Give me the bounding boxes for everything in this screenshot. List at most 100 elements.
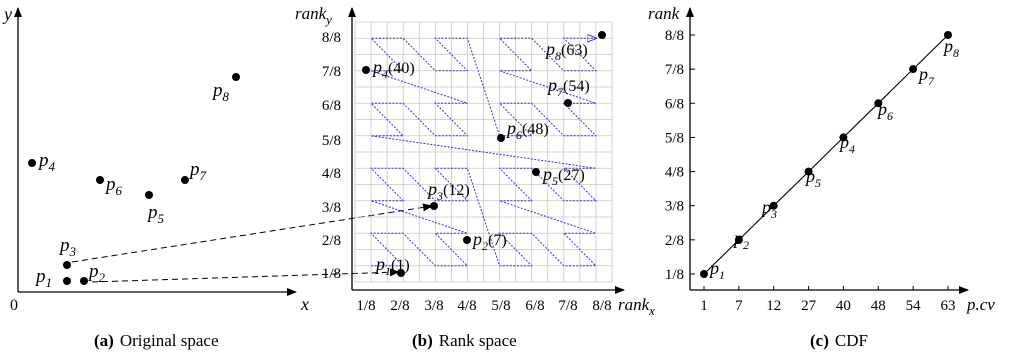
b-point-p8 [598, 31, 606, 39]
c-point-p8 [944, 31, 952, 39]
panel-rank-space: ranky rankx 1/8 2/8 3/8 4/8 5/8 6/8 7/8 … [295, 4, 655, 350]
b-point-p3 [430, 202, 438, 210]
a-label-p6: p6 [104, 174, 123, 198]
c-xtick-label: 7 [735, 298, 743, 314]
panel-cdf: rank p.cv 1 7 12 27 40 48 54 63 1/8 2/8 3/8 4/8 5/8 6… [648, 4, 995, 350]
c-ticks: 1 7 12 27 40 48 54 63 1/8 2/8 3/8 4/8 5/8 6/8 7/8 8/8 [665, 28, 956, 314]
b-xtick-1: 1/8 [356, 298, 375, 314]
c-xtick-label: 63 [941, 298, 956, 314]
b-point-p4 [362, 66, 370, 74]
b-ytick-2: 2/8 [322, 233, 341, 249]
c-point-p2 [734, 235, 743, 244]
b-ytick-8: 8/8 [322, 30, 341, 46]
c-point-p4 [839, 133, 848, 142]
a-label-p3: p3 [58, 235, 77, 259]
b-label-p7: p7(54) [546, 75, 590, 99]
a-origin-label: 0 [10, 297, 18, 314]
c-label-p5: p5 [804, 166, 821, 190]
c-ytick-label: 1/8 [665, 267, 684, 283]
b-label-p4: p4(40) [371, 57, 415, 81]
b-caption: (b) Rank space [412, 331, 517, 350]
b-label-p1: p1(1) [374, 254, 410, 278]
b-point-p1 [397, 269, 405, 277]
c-x-axis-label: p.cv [966, 295, 995, 314]
c-ytick-label: 2/8 [665, 233, 684, 249]
b-ytick-5: 5/8 [322, 133, 341, 149]
b-point-p5 [532, 168, 540, 176]
a-point-p4 [28, 159, 36, 167]
a-point-p1 [63, 277, 71, 285]
b-label-p5: p5(27) [541, 164, 585, 188]
z-order-curve [369, 38, 598, 267]
b-label-p3: p3(12) [426, 179, 470, 203]
c-point-p5 [804, 167, 813, 176]
c-xtick-label: 40 [836, 298, 851, 314]
c-ytick-label: 4/8 [665, 165, 684, 181]
a-point-p8 [232, 73, 240, 81]
b-ytick-6: 6/8 [322, 98, 341, 114]
b-ytick-3: 3/8 [322, 200, 341, 216]
cdf-line [703, 34, 949, 275]
a-caption: (a) Original space [94, 331, 218, 350]
c-label-p3: p3 [760, 197, 777, 221]
c-y-axis-label: rank [648, 4, 680, 23]
a-y-axis-label: y [2, 4, 12, 24]
a-label-p7: p7 [188, 159, 207, 183]
b-xtick-5: 5/8 [491, 298, 510, 314]
b-ytick-7: 7/8 [322, 64, 341, 80]
c-ytick-label: 7/8 [665, 62, 684, 78]
a-label-p4: p4 [37, 150, 56, 174]
b-ytick-1: 1/8 [322, 266, 341, 282]
a-point-p7 [181, 176, 189, 184]
c-ytick-label: 6/8 [665, 96, 684, 112]
a-x-axis-label: x [300, 294, 309, 314]
c-xtick-label: 1 [700, 298, 708, 314]
b-xtick-2: 2/8 [390, 298, 409, 314]
b-xtick-3: 3/8 [424, 298, 443, 314]
c-label-p7: p7 [917, 64, 935, 88]
c-xtick-label: 48 [871, 298, 886, 314]
mapping-arrow-p1 [91, 268, 400, 283]
mapping-arrow-p3 [71, 203, 433, 263]
a-point-p2 [80, 277, 88, 285]
c-point-p6 [874, 99, 883, 108]
b-x-axis-label: rankx [618, 295, 655, 318]
b-label-p2: p2(7) [471, 229, 507, 253]
a-point-p6 [96, 176, 104, 184]
b-point-p2 [463, 236, 471, 244]
c-label-p8: p8 [942, 36, 959, 60]
b-ytick-4: 4/8 [322, 166, 341, 182]
panel-original-space: y x 0 p1 p2 p3 p4 p5 p6 p7 p8 (a) Origina… [2, 4, 309, 350]
a-label-p1: p1 [34, 266, 52, 290]
a-label-p2: p2 [87, 261, 106, 285]
c-ytick-label: 3/8 [665, 199, 684, 215]
c-xtick-label: 12 [766, 298, 781, 314]
c-label-p1: p1 [708, 258, 725, 282]
b-xtick-7: 7/8 [558, 298, 577, 314]
c-label-p6: p6 [876, 99, 893, 123]
b-xtick-8: 8/8 [592, 298, 611, 314]
c-xtick-label: 27 [801, 298, 817, 314]
a-point-p3 [63, 261, 71, 269]
b-label-p6: p6(48) [505, 118, 549, 142]
b-y-axis-label: ranky [295, 4, 332, 27]
c-point-p1 [700, 270, 708, 278]
a-label-p5: p5 [146, 202, 165, 226]
b-point-p7 [564, 99, 572, 107]
b-point-p6 [497, 134, 505, 142]
c-points [700, 31, 952, 278]
b-label-p8: p8(63) [544, 39, 588, 63]
c-xtick-label: 54 [906, 298, 922, 314]
b-xtick-6: 6/8 [525, 298, 544, 314]
a-point-p5 [145, 191, 153, 199]
c-point-p3 [769, 201, 778, 210]
c-ytick-label: 5/8 [665, 130, 684, 146]
c-label-p2: p2 [732, 228, 749, 252]
c-caption: (c) CDF [810, 331, 868, 350]
a-label-p8: p8 [211, 80, 230, 104]
c-ytick-label: 8/8 [665, 28, 684, 44]
b-xtick-4: 4/8 [457, 298, 476, 314]
c-point-p7 [909, 65, 918, 74]
c-label-p4: p4 [838, 132, 855, 156]
